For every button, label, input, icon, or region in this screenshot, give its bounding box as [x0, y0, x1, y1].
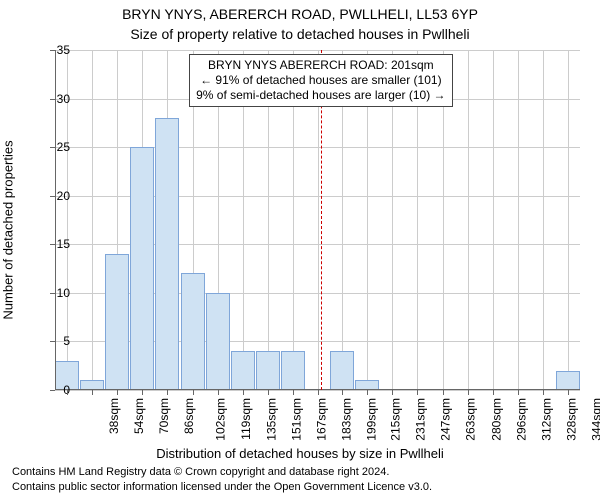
x-tick-mark: [193, 390, 194, 395]
y-tick-mark: [50, 147, 55, 148]
histogram-bar: [130, 147, 154, 390]
annotation-box: BRYN YNYS ABERERCH ROAD: 201sqm← 91% of …: [189, 54, 452, 107]
plot-area: BRYN YNYS ABERERCH ROAD: 201sqm← 91% of …: [55, 50, 580, 390]
grid-line: [92, 50, 93, 390]
x-tick-mark: [92, 390, 93, 395]
annotation-line: 9% of semi-detached houses are larger (1…: [196, 88, 445, 103]
histogram-bar: [206, 293, 230, 390]
x-tick-mark: [293, 390, 294, 395]
x-tick-mark: [518, 390, 519, 395]
x-axis-label: Distribution of detached houses by size …: [0, 446, 600, 461]
x-tick-mark: [493, 390, 494, 395]
histogram-bar: [556, 371, 580, 390]
x-tick-label: 199sqm: [364, 398, 378, 441]
grid-line: [543, 50, 544, 390]
x-tick-mark: [268, 390, 269, 395]
histogram-bar: [330, 351, 354, 390]
x-tick-mark: [417, 390, 418, 395]
y-tick-mark: [50, 341, 55, 342]
attribution-line: Contains HM Land Registry data © Crown c…: [12, 465, 432, 479]
y-tick-mark: [50, 99, 55, 100]
histogram-bar: [105, 254, 129, 390]
attribution-line: Contains public sector information licen…: [12, 480, 432, 494]
x-tick-mark: [392, 390, 393, 395]
x-tick-label: 102sqm: [214, 398, 228, 441]
y-tick-mark: [50, 293, 55, 294]
x-tick-label: 167sqm: [314, 398, 328, 441]
x-tick-mark: [367, 390, 368, 395]
x-tick-label: 215sqm: [389, 398, 403, 441]
histogram-bar: [181, 273, 205, 390]
histogram-bar: [231, 351, 255, 390]
x-tick-label: 312sqm: [540, 398, 554, 441]
y-tick-mark: [50, 50, 55, 51]
x-tick-label: 344sqm: [589, 398, 600, 441]
x-tick-label: 38sqm: [107, 398, 121, 434]
annotation-line: BRYN YNYS ABERERCH ROAD: 201sqm: [196, 58, 445, 73]
y-tick-mark: [50, 196, 55, 197]
x-tick-label: 135sqm: [265, 398, 279, 441]
histogram-bar: [281, 351, 305, 390]
grid-line: [568, 50, 569, 390]
x-tick-mark: [342, 390, 343, 395]
annotation-line: ← 91% of detached houses are smaller (10…: [196, 73, 445, 88]
x-tick-mark: [243, 390, 244, 395]
x-tick-label: 263sqm: [464, 398, 478, 441]
x-tick-label: 247sqm: [439, 398, 453, 441]
x-tick-mark: [568, 390, 569, 395]
x-tick-mark: [318, 390, 319, 395]
y-tick-mark: [50, 390, 55, 391]
histogram-bar: [155, 118, 179, 390]
x-tick-label: 54sqm: [132, 398, 146, 434]
y-axis-label: Number of detached properties: [1, 51, 16, 230]
x-tick-label: 183sqm: [339, 398, 353, 441]
histogram-bar: [256, 351, 280, 390]
x-tick-label: 151sqm: [290, 398, 304, 441]
x-tick-mark: [67, 390, 68, 395]
x-tick-label: 70sqm: [157, 398, 171, 434]
x-tick-mark: [142, 390, 143, 395]
grid-line: [493, 50, 494, 390]
x-tick-mark: [443, 390, 444, 395]
x-tick-label: 231sqm: [414, 398, 428, 441]
chart-title: BRYN YNYS, ABERERCH ROAD, PWLLHELI, LL53…: [0, 6, 600, 22]
chart-container: BRYN YNYS, ABERERCH ROAD, PWLLHELI, LL53…: [0, 0, 600, 500]
x-tick-label: 328sqm: [565, 398, 579, 441]
x-tick-label: 280sqm: [490, 398, 504, 441]
y-tick-mark: [50, 244, 55, 245]
x-tick-mark: [167, 390, 168, 395]
x-tick-mark: [468, 390, 469, 395]
x-tick-label: 296sqm: [515, 398, 529, 441]
chart-subtitle: Size of property relative to detached ho…: [0, 26, 600, 42]
x-tick-mark: [218, 390, 219, 395]
grid-line: [518, 50, 519, 390]
attribution: Contains HM Land Registry data © Crown c…: [12, 465, 432, 494]
x-tick-label: 119sqm: [239, 398, 253, 440]
grid-line: [468, 50, 469, 390]
x-tick-label: 86sqm: [182, 398, 196, 434]
x-tick-mark: [543, 390, 544, 395]
x-tick-mark: [117, 390, 118, 395]
